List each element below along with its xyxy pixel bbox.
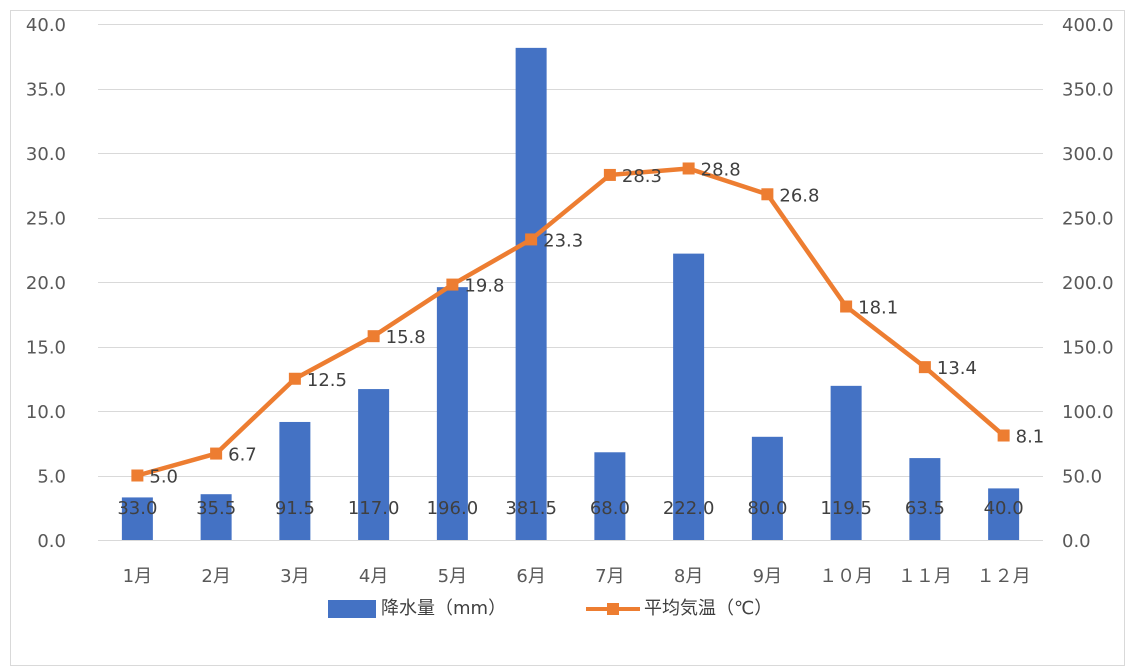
left-tick-label: 30.0 [26,144,66,165]
right-tick-label: 350.0 [1062,80,1114,101]
x-tick-label: 6月 [516,566,545,587]
bar-data-label: 196.0 [427,498,479,519]
line-data-label: 26.8 [779,185,819,206]
left-tick-label: 15.0 [26,338,66,359]
bar [358,389,390,540]
right-tick-label: 300.0 [1062,144,1114,165]
line-marker [761,188,774,201]
line-data-label: 8.1 [1016,427,1045,448]
bar-data-labels: 33.0 35.5 91.5 117.0 196.0 381.5 68.0 222.0 80.0… [117,498,1023,519]
left-tick-label: 5.0 [37,467,66,488]
line-marker [997,429,1010,442]
x-tick-label: １１月 [898,566,952,587]
line-data-label: 28.8 [701,159,741,180]
x-tick-label: 5月 [438,566,467,587]
bar [200,494,232,540]
bar-data-label: 222.0 [663,498,715,519]
right-axis-tick-labels: 0.0 50.0 100.0 150.0 200.0 250.0 300.0 350.0 400… [1062,15,1114,552]
x-tick-label: １２月 [977,566,1031,587]
left-tick-label: 10.0 [26,402,66,423]
x-tick-label: 7月 [595,566,624,587]
right-tick-label: 50.0 [1062,467,1102,488]
bar [436,287,468,540]
bar [279,421,311,540]
bar [988,488,1020,540]
bar [751,436,783,540]
chart-frame [10,10,1125,666]
line-marker [210,447,223,460]
line-data-label: 13.4 [937,358,977,379]
x-tick-label: 2月 [201,566,230,587]
bar-data-label: 91.5 [275,498,315,519]
bar-data-label: 117.0 [348,498,400,519]
bar-data-label: 35.5 [196,498,236,519]
right-tick-label: 400.0 [1062,15,1114,36]
x-tick-label: 1月 [123,566,152,587]
legend: 降水量（mm） 平均気温（℃） [328,598,772,619]
bar-data-label: 381.5 [505,498,557,519]
legend-bar-swatch [328,600,376,618]
right-tick-label: 0.0 [1062,531,1091,552]
left-tick-label: 0.0 [37,531,66,552]
left-tick-label: 40.0 [26,15,66,36]
line-marker [131,469,144,482]
line-data-label: 5.0 [149,467,178,488]
bar [830,385,862,540]
line-data-label: 18.1 [858,298,898,319]
bar-data-label: 68.0 [590,498,630,519]
line-marker [288,372,301,385]
bar-data-label: 40.0 [984,498,1024,519]
left-tick-label: 35.0 [26,80,66,101]
right-tick-label: 100.0 [1062,402,1114,423]
bar [515,47,547,541]
bar-data-label: 63.5 [905,498,945,519]
x-tick-label: 8月 [674,566,703,587]
line-marker [918,361,931,374]
bar [121,497,153,540]
line-marker [367,330,380,343]
x-tick-label: 4月 [359,566,388,587]
legend-line-label: 平均気温（℃） [644,598,772,619]
bar [594,452,626,540]
line-marker [603,168,616,181]
right-tick-label: 150.0 [1062,338,1114,359]
line-data-label: 28.3 [622,166,662,187]
left-tick-label: 25.0 [26,209,66,230]
line-marker [525,233,538,246]
legend-bar-label: 降水量（mm） [381,598,506,619]
bar-data-label: 119.5 [820,498,872,519]
line-data-label: 15.8 [386,327,426,348]
line-data-labels: 5.0 6.7 12.5 15.8 19.8 23.3 28.3 28.8 26.8 18.1 13… [149,159,1044,487]
line-marker [840,300,853,313]
left-tick-label: 20.0 [26,273,66,294]
line-data-label: 19.8 [464,276,504,297]
line-marker [682,162,695,175]
line-data-label: 12.5 [307,370,347,391]
line-series [131,162,1010,482]
right-tick-label: 200.0 [1062,273,1114,294]
legend-line-marker [607,603,619,615]
bar [673,253,705,540]
right-tick-label: 250.0 [1062,209,1114,230]
bar-series [121,47,1020,541]
bar [909,458,941,540]
x-tick-label: 9月 [753,566,782,587]
left-axis-tick-labels: 0.0 5.0 10.0 15.0 20.0 25.0 30.0 35.0 40.0 [26,15,66,552]
x-tick-label: 3月 [280,566,309,587]
bar-data-label: 80.0 [747,498,787,519]
x-axis-tick-labels: 1月 2月 3月 4月 5月 6月 7月 8月 9月 １０月 １１月 １２月 [123,566,1031,587]
line-marker [446,278,459,291]
line-data-label: 23.3 [543,230,583,251]
temperature-line [135,166,1006,478]
line-data-label: 6.7 [228,445,257,466]
bar-data-label: 33.0 [117,498,157,519]
x-tick-label: １０月 [819,566,873,587]
gridlines [98,24,1043,541]
